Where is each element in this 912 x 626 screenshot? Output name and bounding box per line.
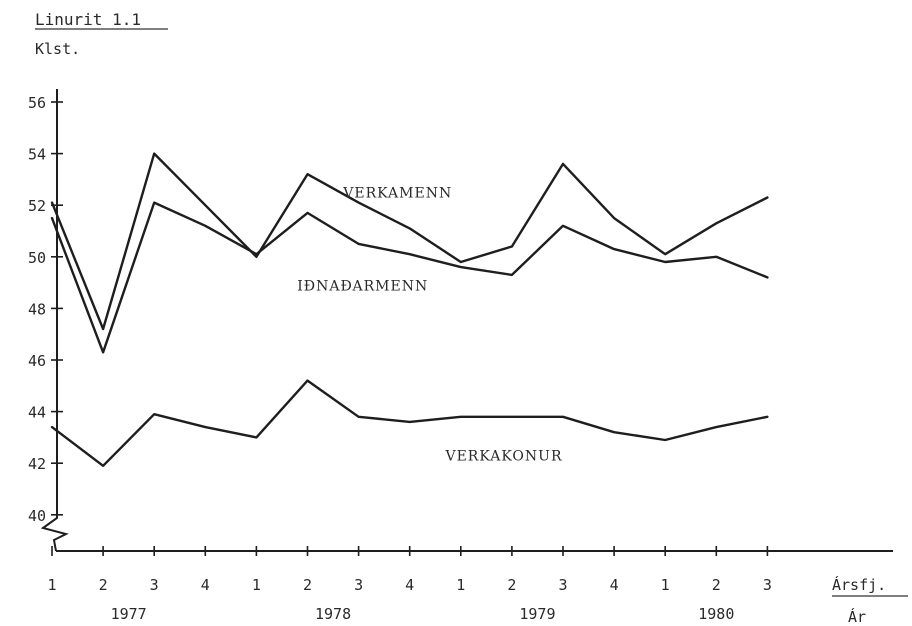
chart-title: Linurit 1.1 [35, 10, 141, 29]
x-axis-label-year: Ár [848, 607, 866, 626]
y-tick-label: 56 [28, 94, 46, 112]
series-label-verkakonur: VERKAKONUR [444, 449, 562, 465]
x-tick-label: 2 [507, 576, 516, 594]
y-tick-label: 48 [28, 300, 46, 318]
y-tick-label: 54 [28, 146, 46, 164]
y-tick-label: 46 [28, 352, 46, 370]
series-line-verkamenn [52, 154, 767, 329]
series-line-verkakonur [52, 381, 767, 466]
x-tick-label: 3 [150, 576, 159, 594]
x-tick-label: 1 [47, 576, 56, 594]
x-tick-label: 2 [712, 576, 721, 594]
y-tick-label: 40 [28, 507, 46, 525]
x-tick-label: 1 [456, 576, 465, 594]
y-axis-line [43, 89, 66, 551]
y-axis-label: Klst. [35, 40, 80, 58]
x-tick-label: 3 [763, 576, 772, 594]
y-tick-label: 52 [28, 197, 46, 215]
series-label-verkamenn: VERKAMENN [342, 185, 452, 201]
year-labels: 1977 1978 1979 1980 [111, 605, 735, 623]
x-tick-label: 1 [661, 576, 670, 594]
x-tick-label: 1 [252, 576, 261, 594]
year-label: 1977 [111, 605, 147, 623]
y-tick-label: 42 [28, 455, 46, 473]
x-tick-label: 2 [99, 576, 108, 594]
x-axis-label: Ársfj. [832, 575, 886, 594]
axes: 40 42 44 46 48 50 52 54 56 [28, 89, 893, 556]
x-tick-labels: 1 2 3 4 1 2 3 4 1 2 3 4 1 2 3 [47, 576, 771, 594]
x-tick-label: 4 [610, 576, 619, 594]
x-tick-label: 3 [558, 576, 567, 594]
y-tick-label: 50 [28, 249, 46, 267]
year-label: 1980 [698, 605, 734, 623]
x-tick-label: 4 [405, 576, 414, 594]
x-tick-label: 4 [201, 576, 210, 594]
x-tick-label: 2 [303, 576, 312, 594]
y-tick-label: 44 [28, 404, 46, 422]
x-tick-label: 3 [354, 576, 363, 594]
series-label-iðnaðarmenn: IÐNAÐARMENN [297, 278, 428, 294]
year-label: 1978 [315, 605, 351, 623]
year-label: 1979 [519, 605, 555, 623]
